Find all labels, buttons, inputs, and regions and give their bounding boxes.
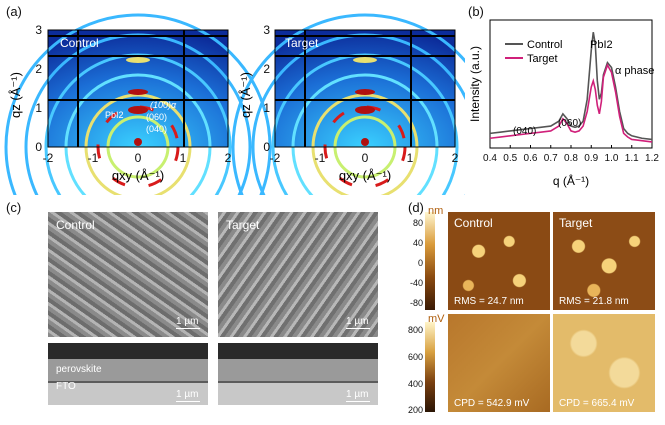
afm-cpd-control: CPD = 542.9 mV [454,398,530,409]
chart-xtick-label-2: 0.6 [524,153,538,164]
chart-xtick-label-8: 1.2 [645,153,659,164]
chart-xtick-label-7: 1.1 [625,153,639,164]
chart-xtick-label-3: 0.7 [544,153,558,164]
afm-nm-tick-1: 40 [412,238,423,248]
series-line-target [489,63,653,143]
sem-perovskite-label: perovskite [56,364,102,375]
ytick-target-2: 2 [263,62,270,76]
chart-xtick-label-0: 0.4 [483,153,497,164]
annot-100: (100)α [150,100,177,110]
afm-nm-colorbar [425,212,435,310]
annot-060-chart: (060) [558,118,581,129]
ytick-target-1: 1 [263,101,270,115]
annot-alpha-phase: α phase [615,65,654,77]
panel-label-d: (d) [408,200,424,215]
afm-cpd-target: CPD = 665.4 mV [559,398,635,409]
annot-060-giwaxs: (060) [146,112,167,122]
xtick-target-4: 2 [452,151,459,165]
legend-label-control: Control [527,39,562,51]
xtick-target-2: 0 [362,151,369,165]
sem-control-cross-scalebar [176,401,200,402]
ytick-control-0: 0 [35,140,42,154]
sem-target-cross-scalebar [346,401,370,402]
sem-control-top: Control 1 µm [48,212,208,337]
sem-target-cross-scale-text: 1 µm [346,389,369,400]
xtick-control-3: 1 [180,151,187,165]
xtick-target-1: -1 [315,151,326,165]
intensity-chart: 0.4 0.5 0.6 0.7 0.8 0.9 1.0 1.1 1.2 q (Å⁻¹) Inte… [468,19,659,188]
sem-control-cross: perovskite FTO 1 µm [48,343,208,405]
chart-xtick-label-5: 0.9 [584,153,598,164]
sem-target-scalebar [346,328,370,329]
sem-control-label: Control [56,218,95,232]
afm-nm-tick-2: 0 [417,258,423,268]
afm-nm-tick-0: 80 [412,218,423,228]
sem-target-top: Target 1 µm [218,212,378,337]
afm-control-topo: Control RMS = 24.7 nm [448,212,550,310]
afm-nm-unit: nm [428,205,444,217]
sem-control-cross-scale-text: 1 µm [176,389,199,400]
afm-nm-tick-4: -80 [409,298,423,308]
ytitle-control: qz (Å⁻¹) [8,72,23,118]
afm-rms-control: RMS = 24.7 nm [454,296,524,307]
afm-mv-unit: mV [428,313,445,325]
sem-target-label: Target [226,218,260,232]
chart-xtick-label-4: 0.8 [564,153,578,164]
giwaxs-target-label: Target [285,36,319,50]
chart-ylabel: Intensity (a.u.) [468,46,482,122]
panel-label-b: (b) [468,4,484,19]
xtick-control-0: -2 [43,151,54,165]
afm-target-cpd: CPD = 665.4 mV [553,314,655,412]
giwaxs-target-map [231,13,465,195]
giwaxs-control-map [4,13,272,195]
afm-control-label: Control [454,216,493,230]
xtitle-target: qxy (Å⁻¹) [339,168,391,183]
sem-target-cross: 1 µm [218,343,378,405]
chart-xlabel: q (Å⁻¹) [553,173,589,188]
afm-rms-target: RMS = 21.8 nm [559,296,629,307]
xtick-control-2: 0 [135,151,142,165]
xtick-target-0: -2 [270,151,281,165]
sem-control-scalebar [176,328,200,329]
ytick-target-3: 3 [263,23,270,37]
xtitle-control: qxy (Å⁻¹) [112,168,164,183]
panel-label-a: (a) [6,4,22,19]
legend-label-target: Target [527,53,558,65]
sem-control-scale-text: 1 µm [176,316,199,327]
ytick-control-2: 2 [35,62,42,76]
ytick-control-1: 1 [35,101,42,115]
giwaxs-panel: Control PbI2 (100)α (060) (040) Target 0… [4,13,465,195]
afm-mv-tick-3: 200 [407,405,423,415]
chart-xtick-label-6: 1.0 [605,153,619,164]
ytick-target-0: 0 [263,140,270,154]
afm-control-cpd: CPD = 542.9 mV [448,314,550,412]
xtick-control-1: -1 [88,151,99,165]
afm-target-topo: Target RMS = 21.8 nm [553,212,655,310]
panel-label-c: (c) [6,200,22,215]
annot-pbi2: PbI2 [105,110,124,120]
afm-mv-tick-0: 800 [407,325,423,335]
chart-xtick-label-1: 0.5 [503,153,517,164]
afm-mv-colorbar [425,322,435,412]
sem-target-scale-text: 1 µm [346,316,369,327]
afm-nm-tick-3: -40 [409,278,423,288]
ytick-control-3: 3 [35,23,42,37]
sem-fto-label: FTO [56,381,76,392]
ytitle-target: qz (Å⁻¹) [238,72,253,118]
annot-pbi2-chart: PbI2 [590,39,613,51]
annot-040-giwaxs: (040) [146,124,167,134]
afm-mv-tick-2: 400 [407,379,423,389]
afm-mv-tick-1: 600 [407,352,423,362]
xtick-control-4: 2 [225,151,232,165]
xtick-target-3: 1 [407,151,414,165]
afm-target-label: Target [559,216,593,230]
annot-040-chart: (040) [513,126,536,137]
giwaxs-control-label: Control [60,36,99,50]
